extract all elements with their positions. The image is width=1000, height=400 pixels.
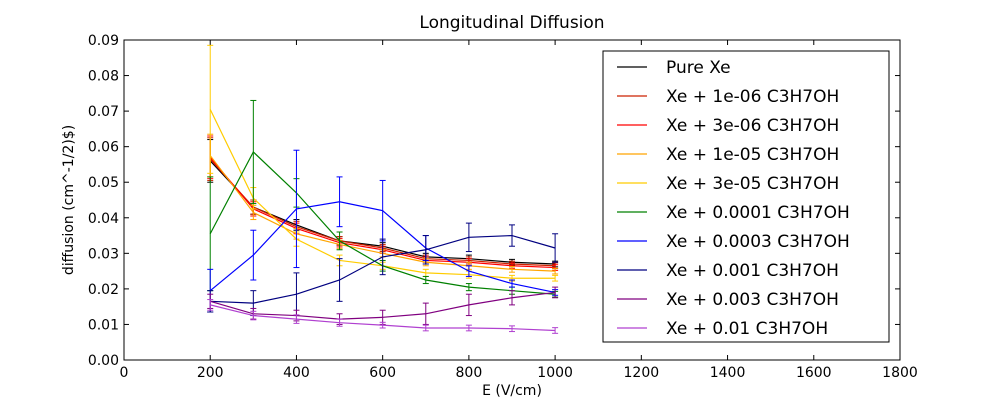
plot-area: 0 200 400 600 800 1000 1200 1400 1600 1800 0.00 0.0… xyxy=(88,33,918,381)
x-tick-label: 800 xyxy=(456,365,483,381)
x-axis-label: E (V/cm) xyxy=(482,383,542,399)
x-tick-label: 1000 xyxy=(537,365,573,381)
legend-label: Xe + 3e-06 C3H7OH xyxy=(666,116,839,136)
x-tick-label: 600 xyxy=(369,365,396,381)
series-6 xyxy=(207,149,559,313)
y-tick-label: 0.05 xyxy=(88,175,119,191)
legend-label: Xe + 1e-05 C3H7OH xyxy=(666,145,839,165)
x-tick-label: 1600 xyxy=(796,365,832,381)
x-tick-label: 1800 xyxy=(882,365,918,381)
x-tick-label: 1200 xyxy=(624,365,660,381)
legend-label: Xe + 0.003 C3H7OH xyxy=(666,290,839,310)
chart-title: Longitudinal Diffusion xyxy=(419,13,604,33)
legend-label: Pure Xe xyxy=(666,58,731,78)
x-tick-label: 200 xyxy=(197,365,224,381)
y-tick-label: 0.03 xyxy=(88,246,119,262)
series-8 xyxy=(207,286,559,325)
series-line xyxy=(209,201,556,294)
y-tick-label: 0.07 xyxy=(88,104,119,120)
series-9 xyxy=(207,299,559,334)
legend-label: Xe + 3e-05 C3H7OH xyxy=(666,174,839,194)
legend-label: Xe + 0.01 C3H7OH xyxy=(666,319,828,339)
y-tick-label: 0.02 xyxy=(88,282,119,298)
y-tick-label: 0.01 xyxy=(88,317,119,333)
legend-label: Xe + 0.0003 C3H7OH xyxy=(666,232,850,252)
y-tick-label: 0.09 xyxy=(88,33,119,49)
y-tick-label: 0.06 xyxy=(88,140,119,156)
legend: Pure Xe Xe + 1e-06 C3H7OH Xe + 3e-06 C3H7O… xyxy=(602,50,890,343)
legend-label: Xe + 1e-06 C3H7OH xyxy=(666,87,839,107)
x-tick-label: 1400 xyxy=(710,365,746,381)
x-tick-label: 400 xyxy=(283,365,310,381)
x-tick-label: 0 xyxy=(120,365,129,381)
legend-box xyxy=(602,50,890,343)
legend-label: Xe + 0.001 C3H7OH xyxy=(666,261,839,281)
series-line xyxy=(210,291,556,320)
y-tick-label: 0.08 xyxy=(88,69,119,85)
legend-label: Xe + 0.0001 C3H7OH xyxy=(666,203,850,223)
series-line xyxy=(210,234,556,304)
y-tick-label: 0.04 xyxy=(88,211,119,227)
axes-frame xyxy=(123,39,901,361)
series-line xyxy=(210,304,556,332)
y-axis-label: diffusion (cm^-1/2)$) xyxy=(61,125,77,275)
y-tick-label: 0.00 xyxy=(88,353,119,369)
